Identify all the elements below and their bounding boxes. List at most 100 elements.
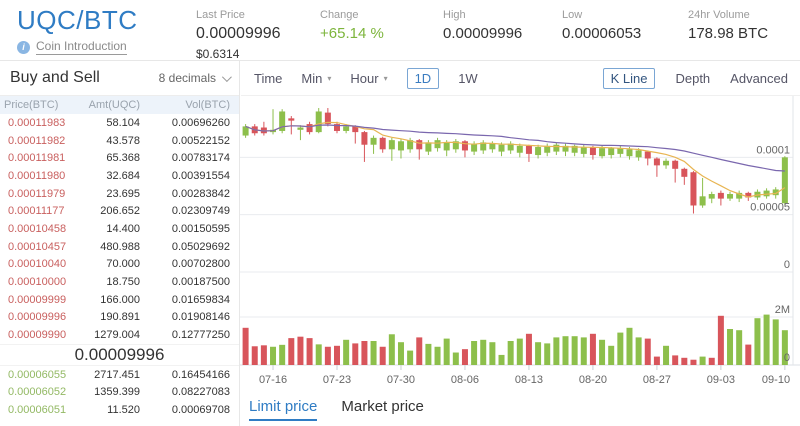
ma-fast-line — [245, 121, 786, 198]
interval-1w[interactable]: 1W — [458, 70, 478, 86]
tab-limit-price[interactable]: Limit price — [249, 398, 318, 421]
volume-bar — [498, 354, 505, 365]
candle-body — [334, 124, 340, 131]
orderbook-bid-row[interactable]: 0.00006055 2717.451 0.16454166 — [0, 366, 239, 384]
volume-bar — [379, 346, 386, 365]
candle-body — [507, 143, 514, 151]
row-volume: 0.00187500 — [171, 276, 230, 289]
candle-body — [407, 140, 414, 150]
interval-min-dropdown[interactable]: Min ▾ — [301, 71, 331, 86]
volume-bar — [553, 337, 560, 365]
row-volume: 0.00522152 — [171, 134, 230, 147]
coin-introduction-link[interactable]: i Coin Introduction — [17, 39, 127, 55]
volume-bar — [260, 345, 267, 365]
volume-bar — [589, 333, 596, 365]
orderbook-ask-row[interactable]: 0.00011980 32.684 0.00391554 — [0, 167, 239, 185]
price-axis-label: 0.0001 — [756, 144, 790, 156]
volume-bar — [535, 342, 542, 365]
volume-bar — [471, 341, 478, 365]
candle-body — [553, 144, 560, 152]
volume-bar — [434, 346, 441, 365]
candle-body — [425, 142, 432, 152]
orderbook-ask-row[interactable]: 0.00011983 58.104 0.00696260 — [0, 114, 239, 132]
volume-bar — [461, 349, 468, 365]
view-depth[interactable]: Depth — [675, 70, 711, 86]
view-kline-selected[interactable]: K Line — [602, 67, 656, 89]
axis-labels: 0.0001 0.00005 0 2M 0 07-16 07-23 07-30 08-06 08-… — [259, 144, 790, 386]
candle-body — [717, 192, 724, 199]
column-volume: Vol(BTC) — [185, 99, 230, 111]
candle-body — [480, 142, 487, 151]
candle-body — [617, 148, 624, 154]
interval-hour-label: Hour — [350, 70, 379, 86]
stat-high: High 0.00009996 — [443, 9, 522, 42]
candle-body — [544, 145, 551, 153]
interval-time[interactable]: Time — [254, 70, 283, 86]
orderbook-ask-row[interactable]: 0.00011177 206.652 0.02309749 — [0, 202, 239, 220]
chevron-down-icon — [221, 71, 232, 82]
row-amount: 1279.004 — [94, 329, 140, 342]
candle-body — [242, 126, 249, 136]
orderbook-ask-row[interactable]: 0.00009999 166.000 0.01659834 — [0, 291, 239, 309]
candle-body — [379, 137, 386, 150]
order-type-tabs: Limit price Market price — [241, 392, 800, 426]
candle-body — [516, 145, 523, 153]
volume-label: 24hr Volume — [688, 9, 750, 21]
volume-bar — [315, 344, 322, 365]
row-volume: 0.01908146 — [171, 311, 230, 324]
interval-1d-selected[interactable]: 1D — [406, 67, 440, 89]
row-volume: 0.00150595 — [171, 222, 230, 235]
candle-body — [498, 144, 505, 152]
chart-toolbar: Time Min ▾ Hour ▾ 1D 1W K Line Depth Advan… — [241, 61, 800, 96]
volume-bar — [672, 355, 679, 365]
orderbook-bid-row[interactable]: 0.00006051 11.520 0.00069708 — [0, 401, 239, 419]
tab-market-price[interactable]: Market price — [341, 398, 424, 415]
orderbook-ask-row[interactable]: 0.00010457 480.988 0.05029692 — [0, 238, 239, 256]
view-advanced[interactable]: Advanced — [730, 70, 788, 86]
x-axis-label: 08-06 — [451, 374, 479, 386]
orderbook-ask-row[interactable]: 0.00009990 1279.004 0.12777250 — [0, 326, 239, 344]
candle-body — [315, 111, 322, 133]
candle-body — [690, 172, 697, 206]
row-amount: 14.400 — [106, 222, 140, 235]
candle-body — [535, 147, 542, 156]
volume-bar — [443, 338, 450, 365]
volume-bar — [242, 327, 249, 365]
orderbook-ask-row[interactable]: 0.00009996 190.891 0.01908146 — [0, 309, 239, 327]
row-amount: 206.652 — [100, 205, 140, 218]
candle-body — [589, 147, 596, 156]
candle-body — [443, 142, 450, 151]
orderbook-ask-row[interactable]: 0.00011979 23.695 0.00283842 — [0, 185, 239, 203]
volume-bar — [781, 330, 788, 365]
candle-body — [672, 160, 679, 169]
ask-rows: 0.00011983 58.104 0.00696260 0.00011982 43.5… — [0, 114, 239, 344]
row-volume: 0.05029692 — [171, 240, 230, 253]
row-volume: 0.16454166 — [171, 368, 230, 381]
high-label: High — [443, 9, 466, 21]
row-amount: 1359.399 — [94, 386, 140, 399]
candle-body — [736, 192, 743, 199]
decimals-dropdown[interactable]: 8 decimals — [159, 71, 232, 85]
x-axis-label: 09-10 — [762, 374, 790, 386]
candle-body — [361, 132, 368, 145]
orderbook-ask-row[interactable]: 0.00011981 65.368 0.00783174 — [0, 149, 239, 167]
row-amount: 480.988 — [100, 240, 140, 253]
volume-bar — [416, 337, 423, 365]
candle-body — [525, 145, 532, 154]
volume-bar — [681, 357, 688, 365]
candle-body — [745, 192, 752, 198]
volume-bar — [736, 330, 743, 365]
orderbook-ask-row[interactable]: 0.00010040 70.000 0.00702800 — [0, 256, 239, 274]
volume-axis-label: 2M — [775, 304, 790, 316]
column-amount: Amt(UQC) — [88, 99, 140, 111]
kline-chart[interactable]: 0.0001 0.00005 0 2M 0 07-16 07-23 07-30 08-06 08-… — [240, 96, 800, 392]
volume-bar — [489, 342, 496, 365]
stat-change: Change +65.14 % — [320, 9, 384, 42]
orderbook-ask-row[interactable]: 0.00010000 18.750 0.00187500 — [0, 273, 239, 291]
orderbook-bid-row[interactable]: 0.00006052 1359.399 0.08227083 — [0, 384, 239, 402]
interval-hour-dropdown[interactable]: Hour ▾ — [350, 71, 387, 86]
orderbook-ask-row[interactable]: 0.00010458 14.400 0.00150595 — [0, 220, 239, 238]
candle-body — [562, 145, 569, 152]
volume-bar — [690, 359, 697, 365]
orderbook-ask-row[interactable]: 0.00011982 43.578 0.00522152 — [0, 132, 239, 150]
